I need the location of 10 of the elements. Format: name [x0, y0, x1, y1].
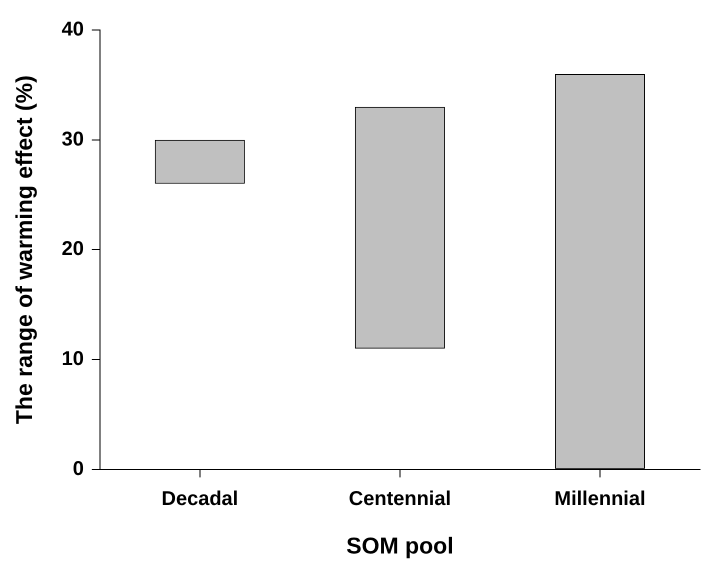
y-tick-label: 10	[62, 348, 84, 370]
y-tick-label: 40	[62, 18, 84, 41]
y-axis-title: The range of warming effect (%)	[11, 75, 38, 424]
y-tick-label: 0	[72, 458, 84, 480]
x-tick-label: Decadal	[162, 488, 238, 510]
y-tick-label: 30	[62, 128, 84, 150]
x-tick-label: Centennial	[348, 488, 452, 510]
x-axis-title: SOM pool	[346, 532, 454, 559]
y-tick-label: 20	[62, 238, 84, 260]
x-tick-label: Millennial	[554, 488, 646, 510]
